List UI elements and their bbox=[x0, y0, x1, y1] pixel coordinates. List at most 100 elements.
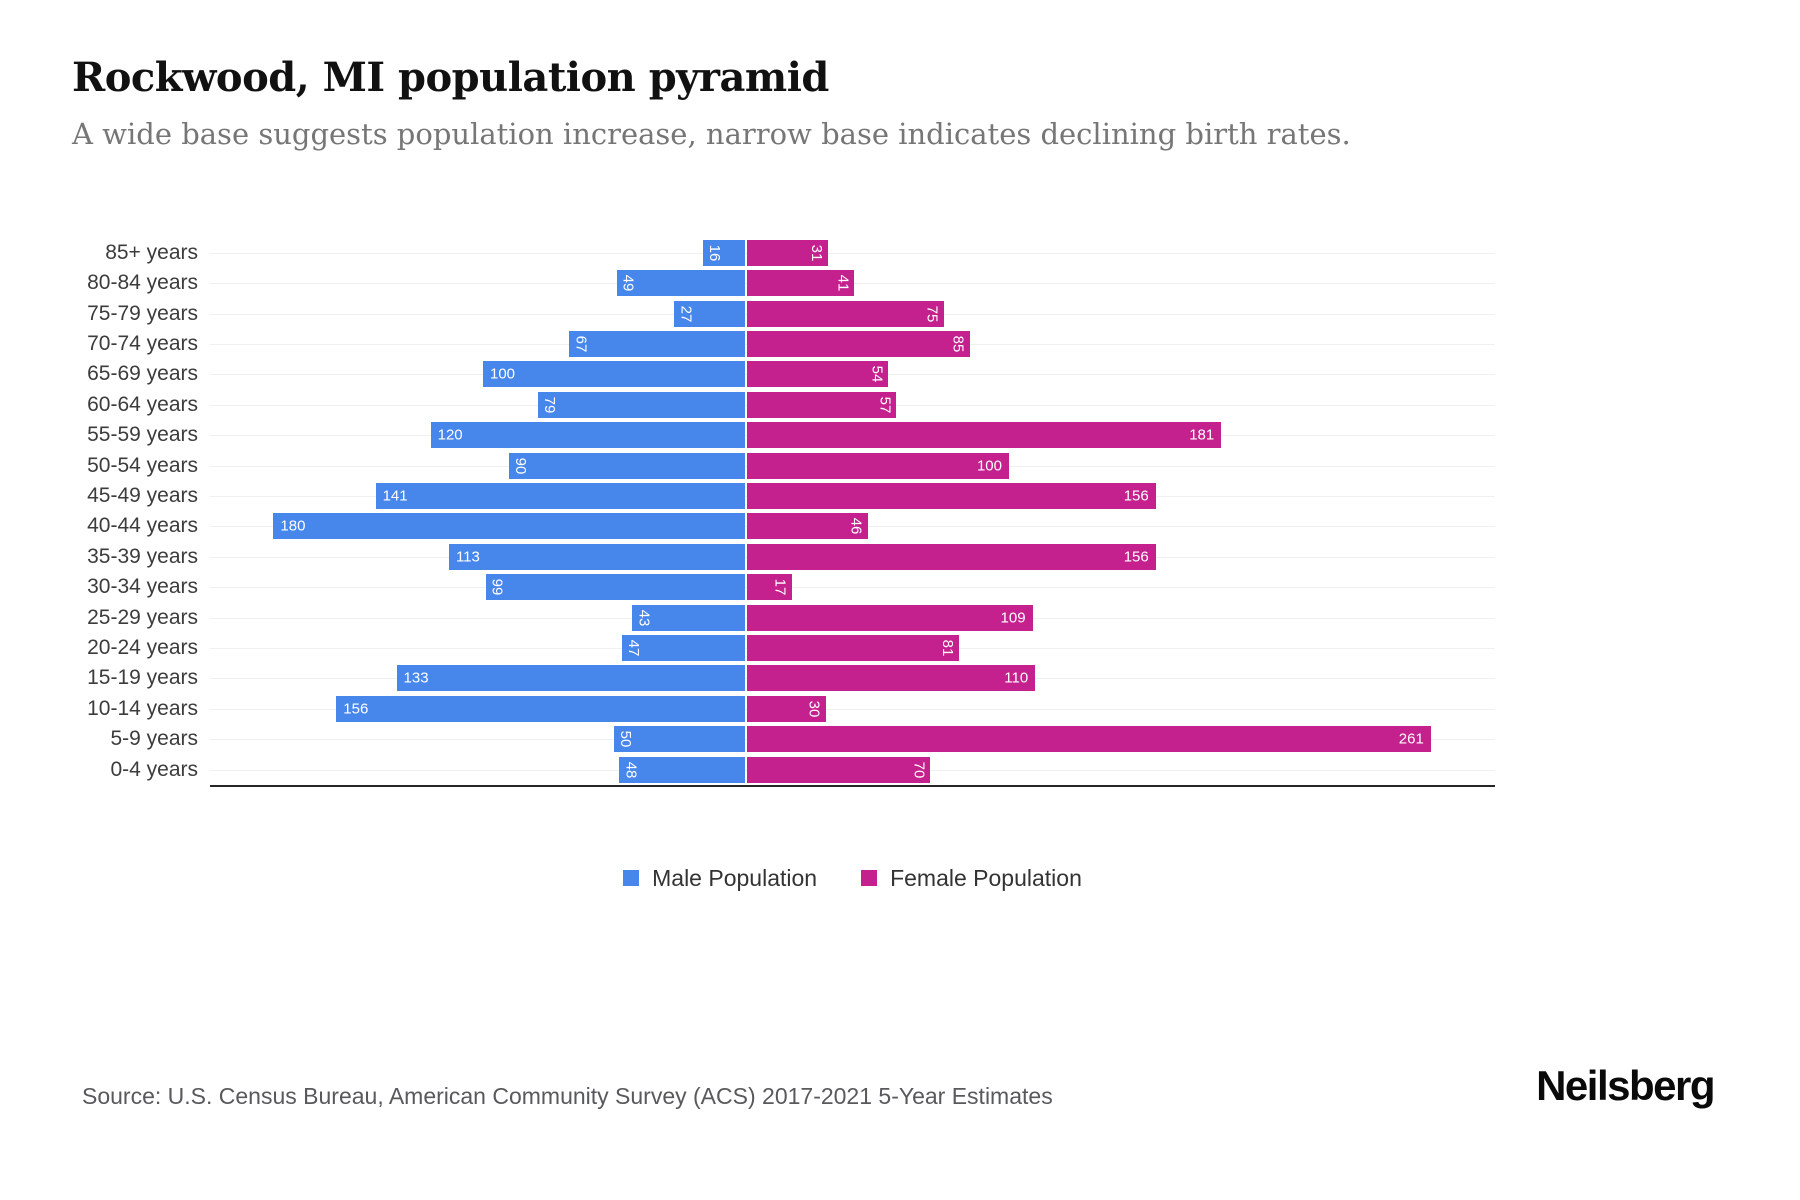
pyramid-row: 65-69 years 100 54 bbox=[72, 359, 1495, 389]
male-bar[interactable]: 49 bbox=[616, 270, 745, 297]
age-group-label: 65-69 years bbox=[87, 362, 198, 386]
female-bar[interactable]: 261 bbox=[747, 726, 1431, 753]
female-bar-value: 17 bbox=[771, 578, 789, 596]
female-bar[interactable]: 81 bbox=[747, 634, 960, 661]
source-text: Source: U.S. Census Bureau, American Com… bbox=[82, 1082, 1053, 1109]
pyramid-row: 30-34 years 99 17 bbox=[72, 572, 1495, 602]
pyramid-row: 55-59 years 120 181 bbox=[72, 420, 1495, 450]
age-group-label: 40-44 years bbox=[87, 514, 198, 538]
female-bar-value: 261 bbox=[1398, 730, 1424, 748]
male-bar[interactable]: 156 bbox=[336, 695, 745, 722]
age-group-label: 5-9 years bbox=[110, 727, 198, 751]
legend-item-male[interactable]: Male Population bbox=[623, 865, 817, 892]
pyramid-row: 15-19 years 133 110 bbox=[72, 663, 1495, 693]
male-bar[interactable]: 79 bbox=[538, 391, 745, 418]
population-pyramid-chart: 85+ years 16 31 80-84 years 49 41 75-79 years 2… bbox=[72, 238, 1495, 787]
male-bar-value: 180 bbox=[280, 517, 306, 535]
male-bar-value: 49 bbox=[619, 274, 637, 292]
male-bar[interactable]: 16 bbox=[703, 239, 745, 266]
female-bar-value: 54 bbox=[868, 366, 886, 383]
male-bar[interactable]: 67 bbox=[569, 331, 745, 358]
male-bar[interactable]: 141 bbox=[375, 483, 745, 509]
pyramid-row-plot: 141 156 bbox=[210, 481, 1495, 511]
male-bar[interactable]: 113 bbox=[448, 543, 745, 570]
female-bar-value: 70 bbox=[910, 761, 928, 778]
pyramid-row: 70-74 years 67 85 bbox=[72, 329, 1495, 359]
male-bar[interactable]: 120 bbox=[430, 422, 745, 449]
male-bar[interactable]: 27 bbox=[674, 300, 745, 327]
male-bar[interactable]: 47 bbox=[621, 634, 745, 661]
pyramid-row: 50-54 years 90 100 bbox=[72, 450, 1495, 480]
male-bar-value: 100 bbox=[490, 365, 516, 383]
age-group-label: 0-4 years bbox=[110, 757, 198, 781]
female-bar[interactable]: 54 bbox=[747, 361, 889, 388]
chart-page: Rockwood, MI population pyramid A wide b… bbox=[72, 54, 1715, 1109]
female-bar[interactable]: 31 bbox=[747, 239, 829, 266]
male-bar[interactable]: 50 bbox=[614, 726, 745, 753]
male-bar-value: 133 bbox=[403, 669, 429, 687]
female-bar-value: 85 bbox=[949, 335, 967, 353]
female-bar[interactable]: 85 bbox=[747, 331, 970, 358]
male-bar[interactable]: 99 bbox=[485, 574, 745, 601]
pyramid-row: 40-44 years 180 46 bbox=[72, 511, 1495, 541]
female-bar[interactable]: 30 bbox=[747, 695, 826, 722]
male-bar-value: 141 bbox=[382, 487, 408, 505]
male-bar[interactable]: 48 bbox=[619, 756, 745, 783]
age-group-label: 80-84 years bbox=[87, 271, 198, 295]
female-bar[interactable]: 75 bbox=[747, 300, 944, 327]
pyramid-row-plot: 180 46 bbox=[210, 511, 1495, 541]
gridline bbox=[210, 587, 1495, 589]
male-bar[interactable]: 133 bbox=[396, 665, 745, 692]
pyramid-row: 20-24 years 47 81 bbox=[72, 633, 1495, 663]
age-group-label: 15-19 years bbox=[87, 666, 198, 690]
male-bar-value: 79 bbox=[541, 396, 559, 414]
age-group-label: 70-74 years bbox=[87, 332, 198, 356]
female-bar[interactable]: 100 bbox=[747, 452, 1009, 479]
female-bar-value: 31 bbox=[808, 244, 826, 262]
pyramid-row-plot: 99 17 bbox=[210, 572, 1495, 602]
male-bar-value: 90 bbox=[512, 457, 530, 474]
pyramid-row: 60-64 years 79 57 bbox=[72, 390, 1495, 420]
legend-item-female[interactable]: Female Population bbox=[861, 865, 1082, 892]
female-bar[interactable]: 70 bbox=[747, 756, 931, 783]
female-bar-value: 30 bbox=[805, 700, 823, 718]
age-group-label: 25-29 years bbox=[87, 605, 198, 629]
chart-title: Rockwood, MI population pyramid bbox=[72, 54, 829, 101]
female-bar[interactable]: 156 bbox=[747, 543, 1156, 570]
pyramid-row: 45-49 years 141 156 bbox=[72, 481, 1495, 511]
male-bar-value: 43 bbox=[635, 609, 653, 626]
pyramid-row-plot: 133 110 bbox=[210, 663, 1495, 693]
pyramid-row-plot: 43 109 bbox=[210, 602, 1495, 632]
female-bar[interactable]: 41 bbox=[747, 270, 855, 297]
female-bar-value: 181 bbox=[1189, 426, 1215, 444]
female-bar[interactable]: 110 bbox=[747, 665, 1036, 692]
female-bar[interactable]: 156 bbox=[747, 483, 1156, 509]
female-bar[interactable]: 181 bbox=[747, 422, 1222, 449]
male-bar-value: 113 bbox=[455, 548, 480, 566]
male-bar[interactable]: 100 bbox=[483, 361, 745, 388]
age-group-label: 50-54 years bbox=[87, 453, 198, 477]
male-bar[interactable]: 43 bbox=[632, 604, 745, 631]
male-bar[interactable]: 180 bbox=[273, 513, 745, 540]
chart-subtitle: A wide base suggests population increase… bbox=[72, 117, 1351, 151]
female-bar-value: 75 bbox=[923, 305, 941, 322]
pyramid-row: 10-14 years 156 30 bbox=[72, 694, 1495, 724]
male-bar[interactable]: 90 bbox=[509, 452, 745, 479]
female-bar[interactable]: 109 bbox=[747, 604, 1033, 631]
pyramid-row: 0-4 years 48 70 bbox=[72, 754, 1495, 784]
pyramid-row: 35-39 years 113 156 bbox=[72, 542, 1495, 572]
male-bar-value: 16 bbox=[706, 244, 724, 262]
female-bar-value: 156 bbox=[1123, 548, 1149, 566]
neilsberg-logo: Neilsberg bbox=[1536, 1061, 1715, 1109]
female-bar[interactable]: 46 bbox=[747, 513, 868, 540]
pyramid-rows: 85+ years 16 31 80-84 years 49 41 75-79 years 2… bbox=[72, 238, 1495, 787]
pyramid-row-plot: 100 54 bbox=[210, 359, 1495, 389]
age-group-label: 30-34 years bbox=[87, 575, 198, 599]
female-bar[interactable]: 57 bbox=[747, 391, 897, 418]
female-bar-value: 110 bbox=[1004, 669, 1029, 687]
female-bar-value: 41 bbox=[834, 274, 852, 292]
female-bar[interactable]: 17 bbox=[747, 574, 792, 601]
pyramid-row-plot: 50 261 bbox=[210, 724, 1495, 754]
gridline bbox=[210, 708, 1495, 710]
female-bar-value: 100 bbox=[976, 457, 1002, 475]
